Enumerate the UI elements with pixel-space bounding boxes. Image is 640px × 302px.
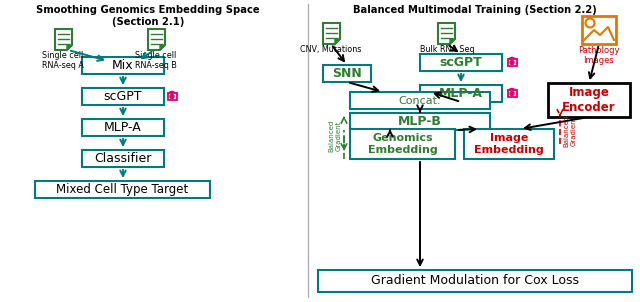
Text: Mixed Cell Type Target: Mixed Cell Type Target <box>56 183 189 196</box>
FancyBboxPatch shape <box>168 93 177 100</box>
Polygon shape <box>55 29 72 50</box>
Polygon shape <box>323 23 340 44</box>
Circle shape <box>510 60 514 65</box>
Text: Single cell
RNA-seq A: Single cell RNA-seq A <box>42 51 84 70</box>
Text: Balanced
Gradient: Balanced Gradient <box>328 120 342 152</box>
Text: Classifier: Classifier <box>94 152 152 165</box>
Text: MLP-A: MLP-A <box>439 87 483 100</box>
Text: CNV, Mutations: CNV, Mutations <box>300 45 362 54</box>
Text: MLP-B: MLP-B <box>398 115 442 128</box>
FancyBboxPatch shape <box>323 65 371 82</box>
Text: Image
Embedding: Image Embedding <box>474 133 544 155</box>
Text: Single cell
RNA-seq B: Single cell RNA-seq B <box>135 51 177 70</box>
FancyBboxPatch shape <box>508 59 516 66</box>
Text: Balanced
Gradient: Balanced Gradient <box>563 114 577 147</box>
Text: Image
Encoder: Image Encoder <box>562 86 616 114</box>
Text: MLP-A: MLP-A <box>104 121 142 134</box>
Polygon shape <box>450 39 455 44</box>
Text: SNN: SNN <box>332 67 362 80</box>
FancyBboxPatch shape <box>350 113 490 130</box>
Circle shape <box>170 95 174 98</box>
Polygon shape <box>67 45 72 50</box>
FancyBboxPatch shape <box>350 92 490 109</box>
FancyBboxPatch shape <box>318 270 632 292</box>
Text: Concat.: Concat. <box>399 95 442 105</box>
FancyBboxPatch shape <box>508 90 516 97</box>
FancyBboxPatch shape <box>582 16 616 44</box>
Text: Genomics
Embedding: Genomics Embedding <box>367 133 437 155</box>
FancyBboxPatch shape <box>82 88 164 105</box>
Polygon shape <box>160 45 165 50</box>
Text: Pathology
Images: Pathology Images <box>579 46 620 66</box>
FancyBboxPatch shape <box>464 129 554 159</box>
Text: Gradient Modulation for Cox Loss: Gradient Modulation for Cox Loss <box>371 275 579 288</box>
FancyBboxPatch shape <box>420 85 502 102</box>
FancyBboxPatch shape <box>35 181 210 198</box>
Polygon shape <box>335 39 340 44</box>
Text: scGPT: scGPT <box>104 90 142 103</box>
FancyBboxPatch shape <box>82 150 164 167</box>
FancyBboxPatch shape <box>420 54 502 71</box>
Text: Balanced Multimodal Training (Section 2.2): Balanced Multimodal Training (Section 2.… <box>353 5 597 15</box>
FancyBboxPatch shape <box>350 129 455 159</box>
FancyBboxPatch shape <box>82 57 164 74</box>
Text: Smoothing Genomics Embedding Space
(Section 2.1): Smoothing Genomics Embedding Space (Sect… <box>36 5 260 27</box>
FancyBboxPatch shape <box>82 119 164 136</box>
Polygon shape <box>148 29 165 50</box>
Circle shape <box>510 92 514 95</box>
Text: Mix: Mix <box>112 59 134 72</box>
FancyBboxPatch shape <box>548 83 630 117</box>
Polygon shape <box>438 23 455 44</box>
Text: Bulk RNA Seq: Bulk RNA Seq <box>420 45 474 54</box>
Text: scGPT: scGPT <box>440 56 483 69</box>
